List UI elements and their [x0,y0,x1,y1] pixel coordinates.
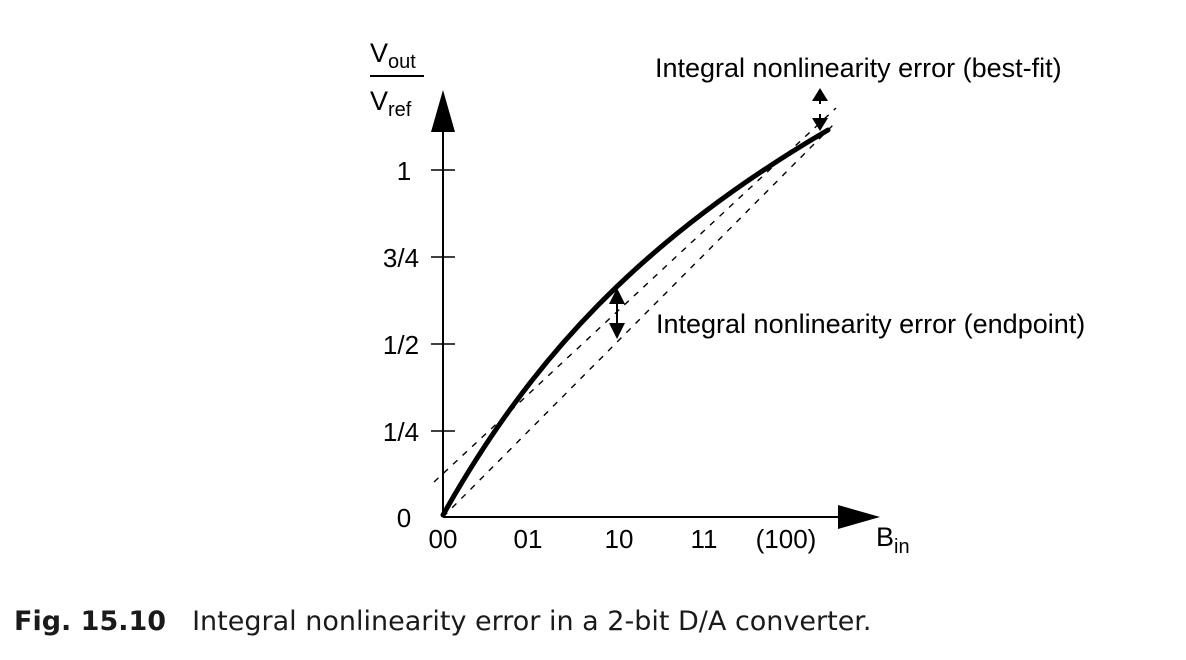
y-axis-label: Vout Vref [370,38,424,121]
y-axis-arrowhead [431,90,455,132]
best-fit-annotation: Integral nonlinearity error (best-fit) [655,53,1062,83]
y-tick-label: 0 [397,503,411,533]
y-tick-label: 1/2 [383,330,419,360]
y-tick-marks [431,169,455,432]
endpoint-annotation: Integral nonlinearity error (endpoint) [656,309,1085,339]
endpoint-error-arrows [609,288,625,339]
endpoint-line [442,121,837,518]
x-axis-arrowhead [838,505,880,529]
figure-caption: Fig. 15.10 Integral nonlinearity error in… [14,606,872,637]
x-tick-label: 10 [605,524,634,554]
transfer-curve [440,127,831,518]
x-tick-label: 11 [691,524,718,554]
x-tick-label: 00 [429,524,458,554]
figure-number: Fig. 15.10 [14,606,167,637]
y-tick-label: 1 [397,156,411,186]
best-fit-error-arrows [812,88,828,131]
svg-text:Vref: Vref [370,86,412,121]
caption-text: Integral nonlinearity error in a 2-bit D… [192,606,872,637]
svg-text:Vout: Vout [370,38,416,73]
y-tick-label: 1/4 [383,417,419,447]
x-axis-label: Bin [876,522,910,558]
x-tick-label: (100) [756,524,817,554]
x-tick-label: 01 [514,524,543,554]
y-tick-label: 3/4 [383,243,419,273]
